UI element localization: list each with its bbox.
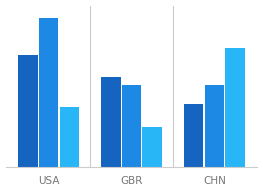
Bar bbox=[225, 47, 245, 167]
Bar bbox=[184, 104, 204, 167]
Bar bbox=[142, 127, 162, 167]
Bar bbox=[122, 85, 141, 167]
Bar bbox=[59, 108, 79, 167]
Bar bbox=[101, 78, 121, 167]
Bar bbox=[205, 85, 224, 167]
Bar bbox=[18, 55, 38, 167]
Bar bbox=[39, 17, 58, 167]
